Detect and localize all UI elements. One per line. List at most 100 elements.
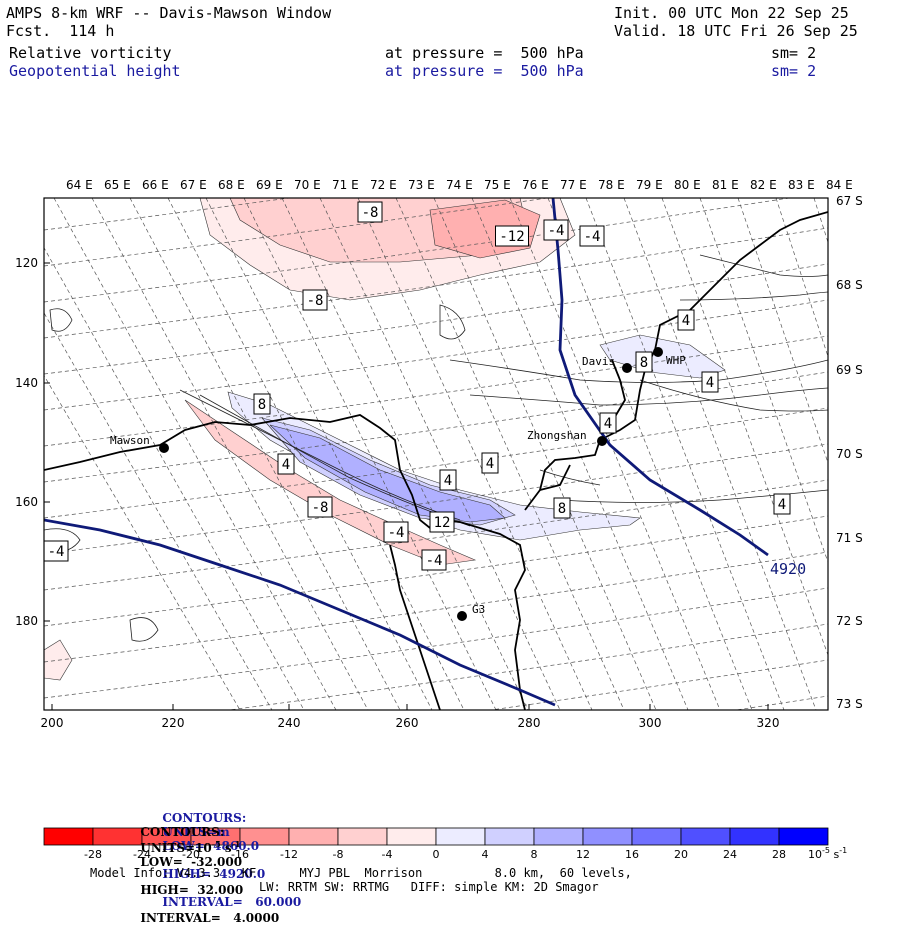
contour-label: -8 xyxy=(362,205,379,221)
lon-label: 67 E xyxy=(180,178,207,192)
height-contours-units: UNITS=m xyxy=(162,825,230,839)
lon-label: 70 E xyxy=(294,178,321,192)
contour-label: -4 xyxy=(388,525,405,541)
contour-label-box xyxy=(421,549,447,571)
x-tick-label: 300 xyxy=(639,716,662,730)
y-tick-label: 120 xyxy=(15,256,38,270)
contour-label: -12 xyxy=(499,229,524,245)
contour-label: 4 xyxy=(682,313,690,329)
lon-label: 72 E xyxy=(370,178,397,192)
colorbar-tick-label: 12 xyxy=(576,848,590,861)
lon-label: 73 E xyxy=(408,178,435,192)
station-dot-mawson xyxy=(159,443,169,453)
y-tick-label: 140 xyxy=(15,376,38,390)
colorbar-swatch xyxy=(582,827,633,846)
contour-label: 4 xyxy=(604,416,612,432)
colorbar-tick-label: 8 xyxy=(531,848,538,861)
contour-label: -4 xyxy=(426,553,443,569)
contour-label: 4 xyxy=(778,497,786,513)
field2-name: Geopotential height xyxy=(9,62,181,80)
contour-label: -4 xyxy=(548,223,565,239)
y-tick-label: 180 xyxy=(15,614,38,628)
forecast-hour: Fcst. 114 h xyxy=(6,22,115,40)
right-lat-labels: 67 S 68 S 69 S 70 S 71 S 72 S 73 S xyxy=(836,194,863,711)
lon-label: 83 E xyxy=(788,178,815,192)
station-dot-whp xyxy=(653,347,663,357)
lat-label: 67 S xyxy=(836,194,863,208)
colorbar-swatch xyxy=(680,827,731,846)
station-label-whp: WHP xyxy=(666,354,686,367)
colorbar-swatch xyxy=(729,827,780,846)
vorticity-contours xyxy=(44,254,828,642)
map-canvas: Davis WHP Mawson Zhongshan G3 -8 -12 -8 -4 -… xyxy=(15,178,863,861)
x-tick-label: 200 xyxy=(41,716,64,730)
contour-label-box xyxy=(383,521,409,543)
colorbar-tick-label: -28 xyxy=(84,848,102,861)
station-dot-davis xyxy=(622,363,632,373)
lat-label: 73 S xyxy=(836,697,863,711)
lon-label: 78 E xyxy=(598,178,625,192)
colorbar-tick-label: 16 xyxy=(625,848,639,861)
colorbar-swatch xyxy=(778,827,829,846)
coastline xyxy=(44,211,828,710)
contour-label: 8 xyxy=(640,355,648,371)
x-tick-label: 280 xyxy=(518,716,541,730)
colorbar-tick-label: 24 xyxy=(723,848,737,861)
lon-label: 76 E xyxy=(522,178,549,192)
colorbar-tick-label: -8 xyxy=(333,848,344,861)
contour-label: 8 xyxy=(258,397,266,413)
lat-label: 70 S xyxy=(836,447,863,461)
x-tick-label: 240 xyxy=(278,716,301,730)
lat-label: 71 S xyxy=(836,531,863,545)
map-plot-area: Davis WHP Mawson Zhongshan G3 -8 -12 -8 -4 -… xyxy=(44,198,828,710)
lon-label: 77 E xyxy=(560,178,587,192)
height-contours-prefix: CONTOURS: xyxy=(162,811,247,825)
contour-label-box xyxy=(635,351,653,373)
contour-label-box xyxy=(701,371,719,393)
contour-labels: -8 -12 -8 -4 -4 4 8 4 4 4 8 4 -4 -8 12 8 -4 4 -4 4 xyxy=(44,201,791,571)
colorbar-unit: 10-5 s-1 xyxy=(808,846,847,861)
vort-contours-units: UNITS=10 xyxy=(140,841,212,855)
x-tick-label: 320 xyxy=(757,716,780,730)
vort-contours-high: HIGH= 32.000 xyxy=(140,883,244,897)
vort-contours-interval: INTERVAL= 4.0000 xyxy=(140,911,280,925)
contour-label-box xyxy=(599,412,617,434)
lon-label: 74 E xyxy=(446,178,473,192)
colorbar-swatch xyxy=(631,827,682,846)
colorbar-swatch xyxy=(386,827,437,846)
contour-label: -8 xyxy=(307,293,324,309)
vort-contours-low: LOW= -32.000 xyxy=(140,855,243,869)
colorbar-swatch xyxy=(435,827,486,846)
lon-label: 69 E xyxy=(256,178,283,192)
contour-label-box xyxy=(277,453,295,475)
stations: Davis WHP Mawson Zhongshan G3 xyxy=(110,347,686,621)
valid-time: Valid. 18 UTC Fri 26 Sep 25 xyxy=(614,22,858,40)
contour-label: 8 xyxy=(558,501,566,517)
lon-label: 80 E xyxy=(674,178,701,192)
station-label-mawson: Mawson xyxy=(110,434,150,447)
station-label-g3: G3 xyxy=(472,603,485,616)
vort-contours-units-tail-exp: -1 xyxy=(231,839,241,849)
contour-label: 4 xyxy=(444,473,452,489)
y-axis-ticks: 120 140 160 180 xyxy=(15,256,50,628)
contour-label: 12 xyxy=(434,515,451,531)
lat-label: 72 S xyxy=(836,614,863,628)
field1-level: at pressure = 500 hPa xyxy=(385,44,584,62)
lat-label: 69 S xyxy=(836,363,863,377)
station-dot-g3 xyxy=(457,611,467,621)
vort-contours-units-tail: s xyxy=(220,841,232,855)
vort-contours-prefix: CONTOURS: xyxy=(140,825,225,839)
plot-frame xyxy=(43,197,829,711)
station-label-zhongshan: Zhongshan xyxy=(527,429,587,442)
contour-label: -8 xyxy=(312,500,329,516)
station-label-davis: Davis xyxy=(582,355,615,368)
lon-label: 66 E xyxy=(142,178,169,192)
model-title: AMPS 8-km WRF -- Davis-Mawson Window xyxy=(6,4,332,22)
contour-label-box xyxy=(44,540,69,562)
model-info: Model Info: V4.3.3 KF MYJ PBL Morrison 8… xyxy=(90,866,632,880)
colorbar-tick-label: 4 xyxy=(482,848,489,861)
y-tick-label: 160 xyxy=(15,495,38,509)
lon-label: 71 E xyxy=(332,178,359,192)
colorbar-swatch xyxy=(533,827,584,846)
contour-label-box xyxy=(307,496,333,518)
